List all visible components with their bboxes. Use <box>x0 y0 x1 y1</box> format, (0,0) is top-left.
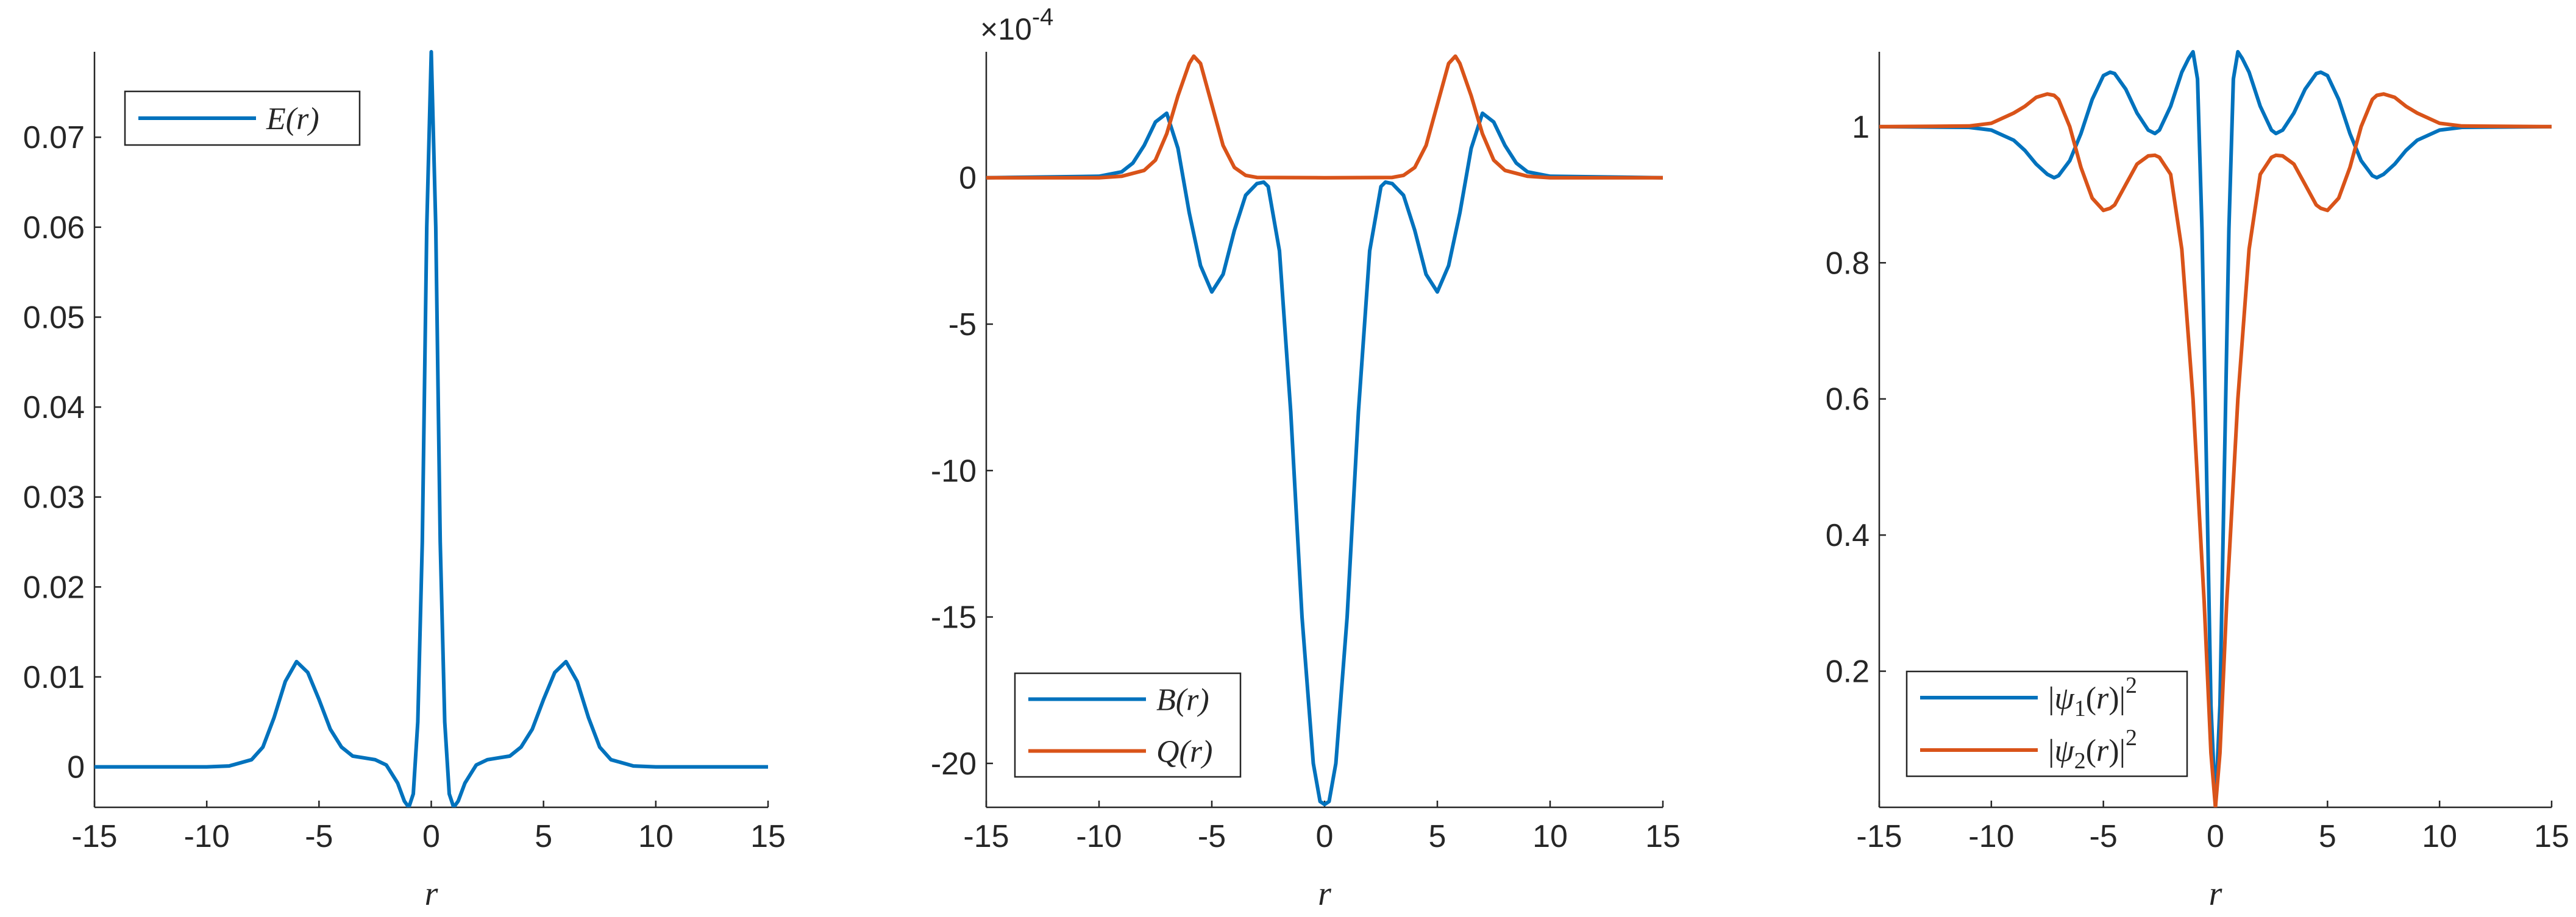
legend: B(r) Q(r) <box>1014 672 1242 778</box>
y-tick-label: -5 <box>948 307 977 342</box>
x-tick-label: 15 <box>2534 819 2569 854</box>
x-tick-label: 10 <box>1532 819 1568 854</box>
legend-label: Q(r) <box>1156 735 1212 770</box>
x-tick-label: 0 <box>2207 819 2224 854</box>
x-tick-label: -15 <box>1856 819 1902 854</box>
y-exponent-label: ×10-4 <box>980 4 1053 46</box>
x-tick-label: 0 <box>1316 819 1334 854</box>
y-tick-label: 0.4 <box>1826 518 1870 553</box>
series-line-2 <box>1879 92 2552 807</box>
legend-label: B(r) <box>1156 683 1209 718</box>
x-tick-label: 10 <box>638 819 674 854</box>
series-line-1 <box>1879 50 2552 807</box>
y-tick-label: -15 <box>931 600 977 636</box>
y-tick-label: 1 <box>1852 110 1870 145</box>
x-tick-label: 15 <box>750 819 786 854</box>
x-tick-label: 5 <box>535 819 552 854</box>
chart-panel-2: -15 -10 -5 0 5 10 15 -20 -15 -10 -5 0 r ×10-4 B(r) Q(r) <box>931 4 1681 913</box>
legend-box <box>1014 672 1242 778</box>
y-tick-label: 0.01 <box>23 660 85 695</box>
x-tick-label: -5 <box>2090 819 2118 854</box>
x-tick-label: -5 <box>1198 819 1226 854</box>
legend-box <box>1905 670 2188 777</box>
y-tick-label: 0.02 <box>23 570 85 605</box>
series-line-1 <box>94 50 768 807</box>
y-tick-label: 0.2 <box>1826 654 1870 690</box>
y-tick-label: 0.07 <box>23 120 85 155</box>
y-tick-label: 0.03 <box>23 480 85 515</box>
x-tick-label: -10 <box>1968 819 2014 854</box>
x-tick-label: -5 <box>305 819 333 854</box>
x-tick-label: 10 <box>2422 819 2457 854</box>
x-axis-label: r <box>425 875 438 913</box>
series-line-2 <box>986 54 1663 180</box>
x-axis-label: r <box>1318 875 1331 913</box>
legend-label: |ψ2(r)|2 <box>2048 725 2137 774</box>
x-axis-label: r <box>2209 875 2222 913</box>
x-tick-label: -15 <box>963 819 1009 854</box>
y-tick-label: 0.04 <box>23 390 85 425</box>
y-tick-label: 0 <box>67 750 85 785</box>
y-tick-label: -10 <box>931 453 977 489</box>
y-tick-label: 0.05 <box>23 300 85 335</box>
x-tick-label: 5 <box>2319 819 2336 854</box>
legend: E(r) <box>124 90 361 146</box>
series-line-1 <box>986 111 1663 807</box>
y-tick-label: 0.06 <box>23 210 85 246</box>
legend-label: E(r) <box>266 102 319 136</box>
y-tick-label: 0.6 <box>1826 382 1870 417</box>
y-tick-label: -20 <box>931 746 977 782</box>
x-tick-label: -15 <box>71 819 117 854</box>
legend-label: |ψ1(r)|2 <box>2048 673 2137 721</box>
x-tick-label: 5 <box>1429 819 1446 854</box>
x-tick-label: -10 <box>1076 819 1122 854</box>
y-tick-label: 0 <box>959 161 977 196</box>
legend: |ψ1(r)|2|ψ2(r)|2 <box>1905 670 2188 777</box>
x-tick-label: 15 <box>1645 819 1681 854</box>
x-tick-label: 0 <box>422 819 440 854</box>
chart-panel-1: -15 -10 -5 0 5 10 15 0 0.01 0.02 0.03 0.04 0.05 0.06 0… <box>23 50 786 913</box>
chart-panel-3: -15 -10 -5 0 5 10 15 0.2 0.4 0.6 0.8 1 r |ψ1(r)|2|ψ2(… <box>1826 50 2569 913</box>
x-tick-label: -10 <box>184 819 230 854</box>
y-tick-label: 0.8 <box>1826 246 1870 281</box>
